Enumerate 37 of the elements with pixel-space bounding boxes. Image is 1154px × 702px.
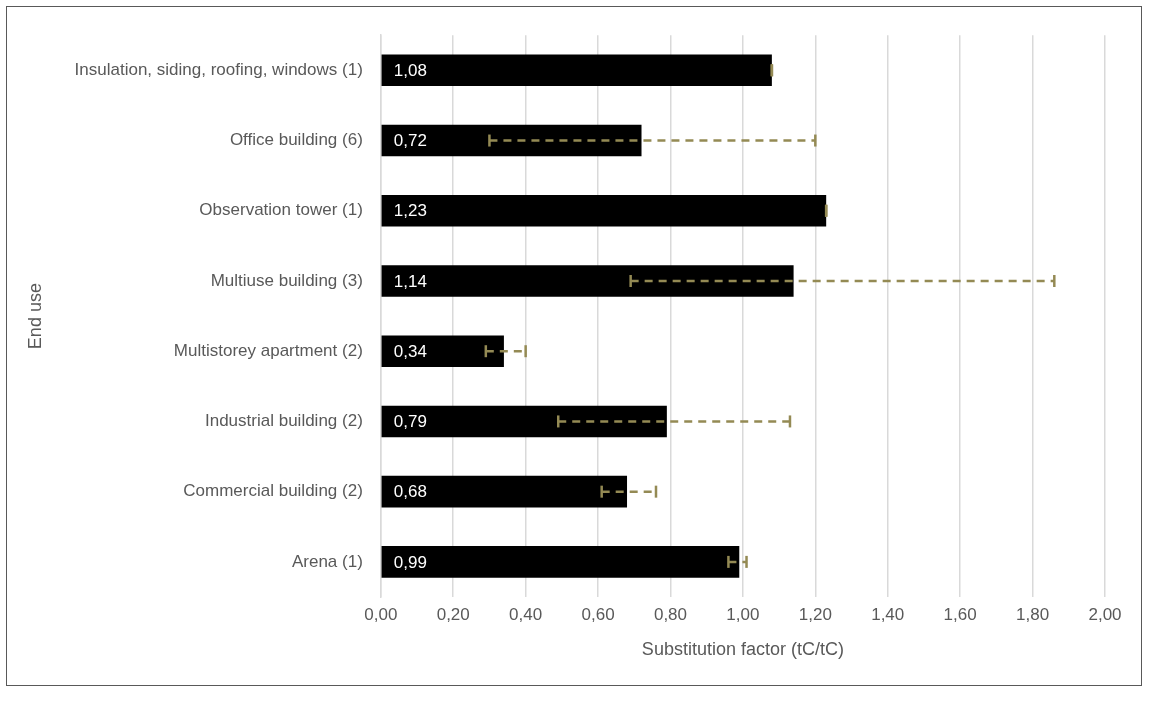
bar — [381, 475, 628, 508]
x-axis-title: Substitution factor (tC/tC) — [641, 639, 844, 660]
data-label: 1,08 — [393, 61, 427, 80]
x-tick-label: 2,00 — [1088, 604, 1122, 624]
x-tick-label: 1,20 — [798, 604, 832, 624]
bar — [381, 124, 642, 157]
data-label: 0,34 — [393, 341, 427, 361]
x-tick-label: 0,00 — [364, 604, 398, 624]
bar — [381, 546, 740, 578]
bar — [381, 405, 667, 438]
y-tick-label: Industrial building (2) — [204, 411, 363, 431]
x-tick-label: 0,20 — [436, 604, 470, 624]
y-tick-label: Multistorey apartment (2) — [173, 340, 363, 360]
x-tick-label: 0,40 — [509, 604, 543, 624]
x-tick-label: 1,80 — [1016, 604, 1050, 624]
y-axis-title: End use — [24, 283, 45, 350]
bar — [381, 194, 827, 227]
y-tick-label: Commercial building (2) — [183, 481, 363, 501]
data-label: 0,79 — [393, 412, 427, 432]
data-label: 0,68 — [393, 482, 427, 502]
data-label: 0,72 — [393, 131, 427, 151]
bar — [381, 265, 794, 297]
y-tick-label: Office building (6) — [229, 130, 363, 150]
data-label: 1,23 — [393, 201, 427, 221]
data-label: 0,99 — [393, 552, 427, 572]
x-tick-label: 1,00 — [726, 604, 760, 624]
bar — [381, 335, 504, 368]
x-tick-label: 1,60 — [943, 604, 977, 624]
y-tick-label: Insulation, siding, roofing, windows (1) — [74, 60, 363, 79]
y-tick-label: Observation tower (1) — [199, 200, 363, 220]
y-tick-label: Arena (1) — [291, 551, 363, 571]
y-tick-label: Multiuse building (3) — [210, 270, 363, 290]
x-tick-label: 0,80 — [653, 604, 688, 624]
data-label: 1,14 — [393, 271, 427, 291]
x-tick-label: 0,60 — [581, 604, 615, 624]
x-tick-label: 1,40 — [871, 604, 905, 624]
bar — [381, 54, 772, 87]
